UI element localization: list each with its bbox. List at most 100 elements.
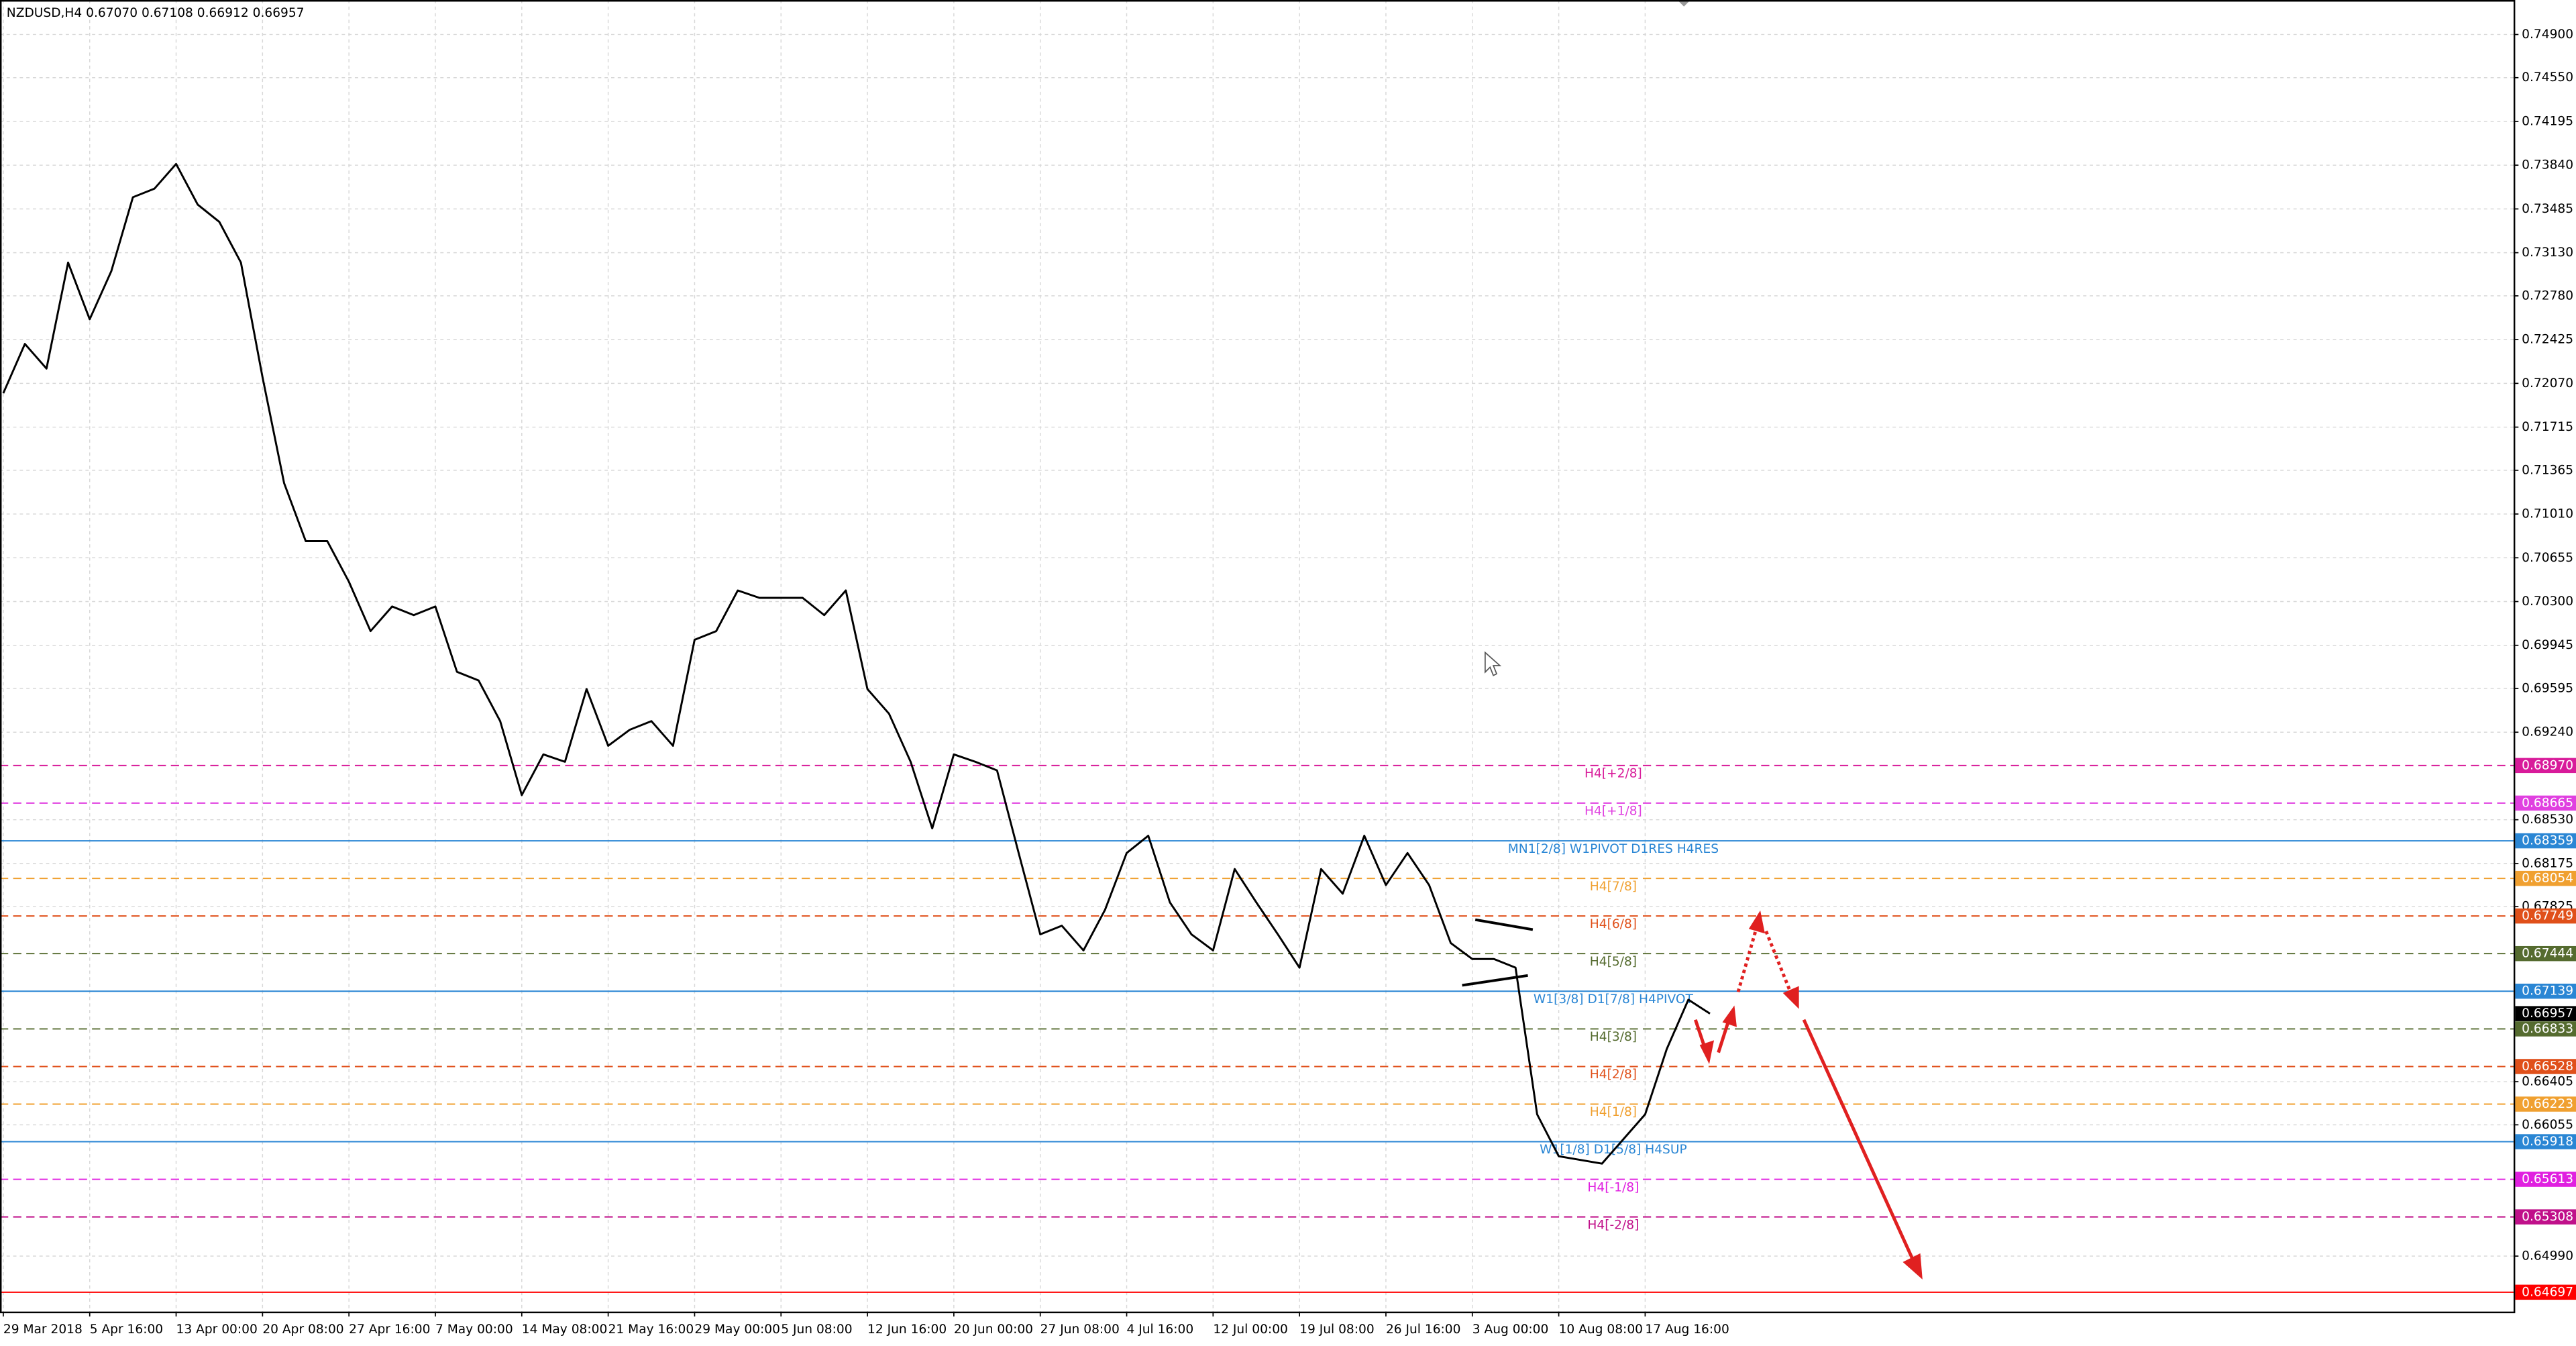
level-label: H4[-2/8] bbox=[1587, 1218, 1639, 1232]
x-tick-label: 29 May 00:00 bbox=[694, 1323, 780, 1337]
x-tick-label: 12 Jul 00:00 bbox=[1213, 1323, 1288, 1337]
mouse-cursor bbox=[1485, 651, 1502, 676]
y-tick-label: 0.68530 bbox=[2522, 813, 2573, 827]
y-tick-label: 0.66055 bbox=[2522, 1118, 2573, 1132]
y-tick-label: 0.71365 bbox=[2522, 463, 2573, 477]
level-label: H4[6/8] bbox=[1590, 917, 1637, 931]
price-tag bbox=[2515, 1284, 2576, 1300]
y-tick-label: 0.73485 bbox=[2522, 202, 2573, 216]
x-tick-label: 26 Jul 16:00 bbox=[1386, 1323, 1461, 1337]
triangle-line bbox=[1462, 974, 1528, 987]
grid bbox=[0, 0, 2514, 1312]
y-tick-label: 0.74195 bbox=[2522, 114, 2573, 128]
price-tag-label: 0.68359 bbox=[2522, 834, 2573, 848]
price-tag-label: 0.66833 bbox=[2522, 1022, 2573, 1036]
y-tick-label: 0.70300 bbox=[2522, 594, 2573, 609]
price-tag bbox=[2515, 908, 2576, 924]
price-tag-label: 0.64697 bbox=[2522, 1285, 2573, 1299]
arrow-head bbox=[1748, 910, 1765, 934]
price-tag-label: 0.67139 bbox=[2522, 984, 2573, 998]
price-tag bbox=[2515, 1172, 2576, 1187]
y-tick-label: 0.72070 bbox=[2522, 376, 2573, 391]
x-tick-label: 21 May 16:00 bbox=[608, 1323, 694, 1337]
arrow-head bbox=[1782, 986, 1799, 1009]
price-tag-label: 0.68054 bbox=[2522, 872, 2573, 886]
x-tick-label: 20 Apr 08:00 bbox=[262, 1323, 343, 1337]
price-line bbox=[2, 162, 1711, 1165]
y-tick-label: 0.64990 bbox=[2522, 1249, 2573, 1263]
x-tick-label: 4 Jul 16:00 bbox=[1127, 1323, 1194, 1337]
x-tick-label: 29 Mar 2018 bbox=[3, 1323, 83, 1337]
x-tick-label: 5 Apr 16:00 bbox=[90, 1323, 163, 1337]
plot bbox=[2, 162, 1711, 1165]
price-tag bbox=[2515, 1006, 2576, 1021]
arrow bbox=[1764, 930, 1794, 998]
y-tick-label: 0.69595 bbox=[2522, 682, 2573, 696]
chart-title: NZDUSD,H4 0.67070 0.67108 0.66912 0.6695… bbox=[7, 6, 305, 20]
price-tag bbox=[2515, 983, 2576, 999]
price-tag-label: 0.66223 bbox=[2522, 1097, 2573, 1111]
price-tag bbox=[2515, 1209, 2576, 1225]
level-label: H4[5/8] bbox=[1590, 955, 1637, 969]
price-tag bbox=[2515, 1134, 2576, 1149]
y-tick-label: 0.70655 bbox=[2522, 551, 2573, 565]
price-tag bbox=[2515, 795, 2576, 811]
price-tag bbox=[2515, 1096, 2576, 1112]
y-tick-label: 0.73840 bbox=[2522, 158, 2573, 172]
price-tag bbox=[2515, 870, 2576, 886]
price-tag-label: 0.65308 bbox=[2522, 1210, 2573, 1224]
x-tick-label: 17 Aug 16:00 bbox=[1645, 1323, 1729, 1337]
y-tick-label: 0.72425 bbox=[2522, 333, 2573, 347]
y-tick-label: 0.69240 bbox=[2522, 725, 2573, 739]
level-label: H4[1/8] bbox=[1590, 1105, 1637, 1119]
level-label: H4[2/8] bbox=[1590, 1068, 1637, 1082]
y-tick-label: 0.74900 bbox=[2522, 28, 2573, 42]
x-tick-label: 14 May 08:00 bbox=[522, 1323, 608, 1337]
x-tick-label: 27 Apr 16:00 bbox=[349, 1323, 430, 1337]
level-label: H4[3/8] bbox=[1590, 1030, 1637, 1044]
plot-frame bbox=[0, 0, 2516, 1314]
x-tick-label: 19 Jul 08:00 bbox=[1299, 1323, 1375, 1337]
x-tick-label: 12 Jun 16:00 bbox=[867, 1323, 947, 1337]
x-tick-label: 5 Jun 08:00 bbox=[781, 1323, 852, 1337]
price-tag-label: 0.68970 bbox=[2522, 758, 2573, 772]
price-tag-label: 0.68665 bbox=[2522, 796, 2573, 810]
triangle-line bbox=[1474, 918, 1534, 931]
arrow-head bbox=[1722, 1005, 1737, 1027]
y-tick-label: 0.69945 bbox=[2522, 638, 2573, 652]
price-tag bbox=[2515, 1059, 2576, 1074]
y-tick-label: 0.73130 bbox=[2522, 246, 2573, 260]
y-tick-label: 0.71715 bbox=[2522, 420, 2573, 434]
price-tag bbox=[2515, 1021, 2576, 1037]
y-tick-label: 0.71010 bbox=[2522, 507, 2573, 521]
arrow-head bbox=[1699, 1040, 1715, 1064]
x-tick-label: 10 Aug 08:00 bbox=[1559, 1323, 1643, 1337]
price-tag-label: 0.66957 bbox=[2522, 1006, 2573, 1021]
arrow bbox=[1802, 1019, 1917, 1267]
y-tick-label: 0.68175 bbox=[2522, 856, 2573, 870]
price-tag-label: 0.65613 bbox=[2522, 1172, 2573, 1186]
x-tick-label: 3 Aug 00:00 bbox=[1472, 1323, 1549, 1337]
price-tag-label: 0.66528 bbox=[2522, 1059, 2573, 1074]
x-tick-label: 20 Jun 00:00 bbox=[954, 1323, 1033, 1337]
price-tag bbox=[2515, 758, 2576, 774]
y-tick-label: 0.72780 bbox=[2522, 289, 2573, 303]
forecast-arrows bbox=[1694, 910, 1923, 1280]
level-label: MN1[2/8] W1PIVOT D1RES H4RES bbox=[1508, 842, 1719, 856]
price-tag bbox=[2515, 833, 2576, 849]
level-label: W1[3/8] D1[7/8] H4PIVOT bbox=[1534, 992, 1694, 1006]
price-tag-label: 0.65918 bbox=[2522, 1135, 2573, 1149]
level-label: H4[-1/8] bbox=[1587, 1180, 1639, 1194]
x-tick-label: 7 May 00:00 bbox=[435, 1323, 513, 1337]
axes: 0.74900 0.74550 0.74195 0.73840 0.73485 0.731… bbox=[3, 28, 2576, 1337]
level-label: H4[7/8] bbox=[1590, 880, 1637, 894]
arrow bbox=[1736, 922, 1760, 992]
y-tick-label: 0.74550 bbox=[2522, 70, 2573, 85]
arrow-head bbox=[1902, 1253, 1923, 1280]
level-label: H4[+1/8] bbox=[1585, 805, 1642, 819]
price-tag bbox=[2515, 945, 2576, 962]
price-tag-label: 0.67749 bbox=[2522, 909, 2573, 923]
